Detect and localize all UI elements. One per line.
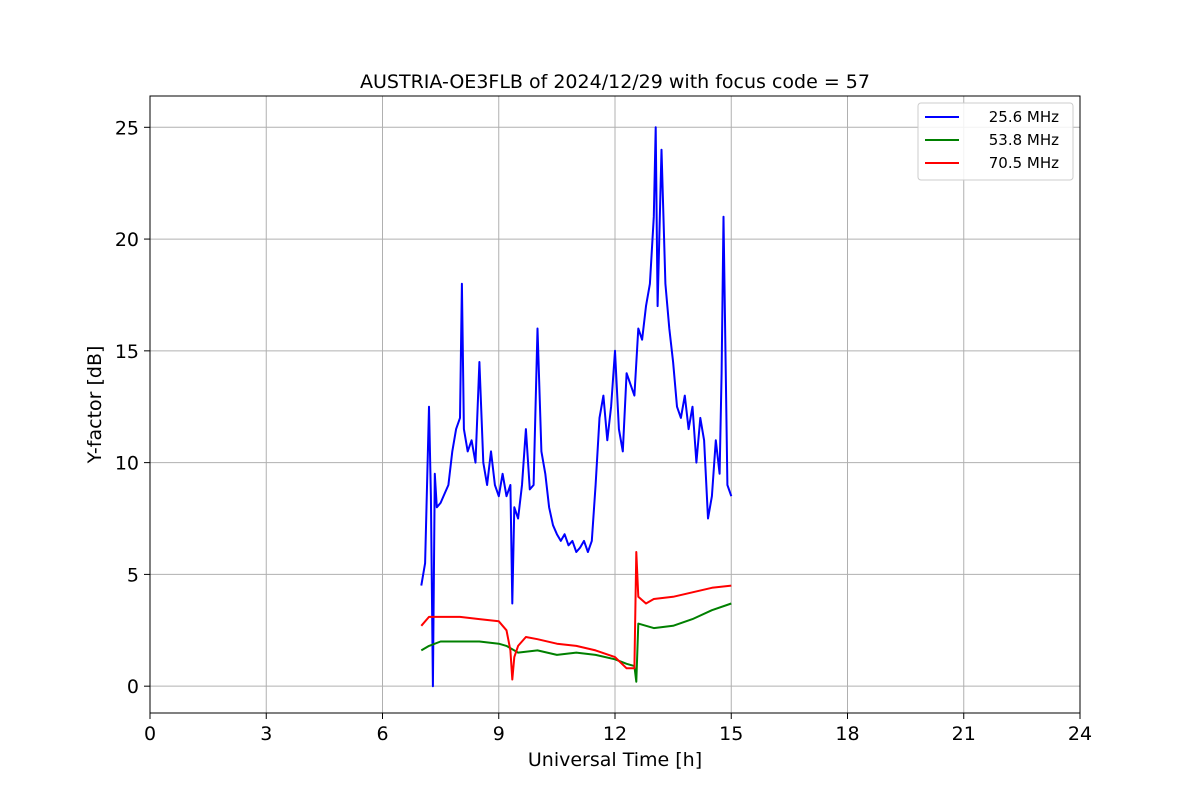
series-line-1 xyxy=(420,602,732,683)
legend-entry-label: 70.5 MHz xyxy=(989,154,1059,172)
series-group xyxy=(420,126,733,688)
y-axis-label: Y-factor [dB] xyxy=(84,346,106,465)
legend-box xyxy=(917,102,1074,181)
x-tick-label: 3 xyxy=(260,723,272,745)
chart-title: AUSTRIA-OE3FLB of 2024/12/29 with focus … xyxy=(360,71,870,93)
x-tick-label: 9 xyxy=(493,723,505,745)
x-tick-label: 18 xyxy=(835,723,859,745)
x-tick-label: 6 xyxy=(376,723,388,745)
x-axis-label: Universal Time [h] xyxy=(528,749,702,771)
y-tick-label: 25 xyxy=(115,117,139,139)
x-tick-label: 12 xyxy=(603,723,627,745)
x-tick-label: 0 xyxy=(144,723,156,745)
x-tick-label: 24 xyxy=(1068,723,1092,745)
x-tick-label: 21 xyxy=(952,723,976,745)
series-line-2 xyxy=(420,551,732,681)
y-tick-label: 20 xyxy=(115,229,139,251)
x-tick-label: 15 xyxy=(719,723,743,745)
y-tick-label: 15 xyxy=(115,341,139,363)
series-line-0 xyxy=(420,126,733,688)
ticks: 0 3 6 9 12 15 18 21 24 0 5 10 15 20 25 xyxy=(115,117,1092,745)
y-tick-label: 10 xyxy=(115,453,139,475)
legend-entry-label: 25.6 MHz xyxy=(989,108,1059,126)
y-tick-label: 0 xyxy=(127,676,139,698)
legend: 25.6 MHz 53.8 MHz 70.5 MHz xyxy=(917,102,1074,181)
y-tick-label: 5 xyxy=(127,564,139,586)
legend-entry-label: 53.8 MHz xyxy=(989,131,1059,149)
